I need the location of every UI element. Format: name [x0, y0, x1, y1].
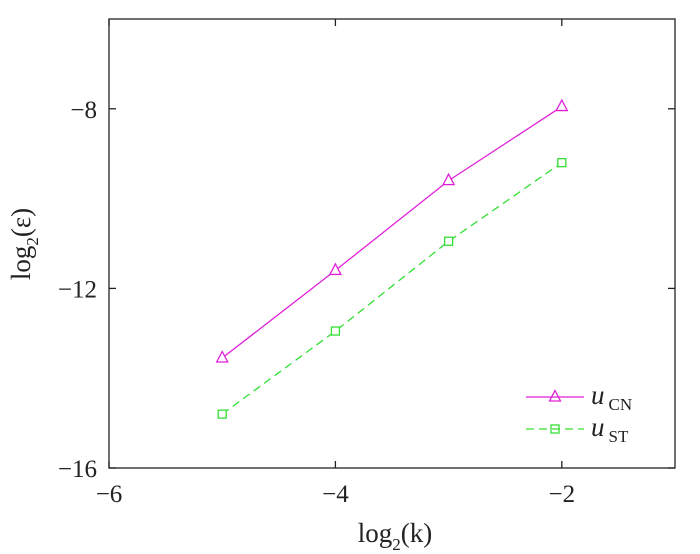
y-axis-label: log2(ε): [6, 208, 42, 280]
legend-entry-cn: u CN: [526, 380, 632, 414]
y-tick-label: −8: [70, 97, 97, 124]
legend-label-cn: u CN: [591, 380, 632, 414]
legend: u CN u ST: [526, 380, 632, 446]
legend-entry-st: u ST: [526, 412, 629, 446]
data-point-st: [443, 236, 454, 246]
x-tick-label: −2: [548, 481, 575, 508]
triangle-icon: [548, 389, 562, 402]
data-point-st: [557, 158, 567, 168]
data-point-st: [330, 326, 341, 336]
x-tick-label: −6: [96, 481, 123, 508]
y-tick-label: −16: [58, 456, 97, 483]
series-layer: [215, 98, 569, 419]
axis-ticks: −6 −4 −2 −16 −12 −8: [58, 19, 675, 508]
legend-label-st: u ST: [591, 412, 629, 446]
x-tick-label: −4: [322, 481, 349, 508]
data-point-cn: [215, 350, 229, 363]
y-tick-label: −12: [58, 276, 97, 303]
data-point-cn: [555, 98, 569, 112]
x-axis-label: log2(k): [358, 518, 433, 554]
data-point-st: [217, 409, 227, 419]
plot-frame: [108, 18, 676, 469]
data-point-cn: [442, 172, 456, 186]
data-point-cn: [328, 262, 342, 276]
series-line-cn: [221, 106, 563, 359]
square-icon: [550, 424, 560, 434]
series-line-st: [221, 162, 563, 415]
